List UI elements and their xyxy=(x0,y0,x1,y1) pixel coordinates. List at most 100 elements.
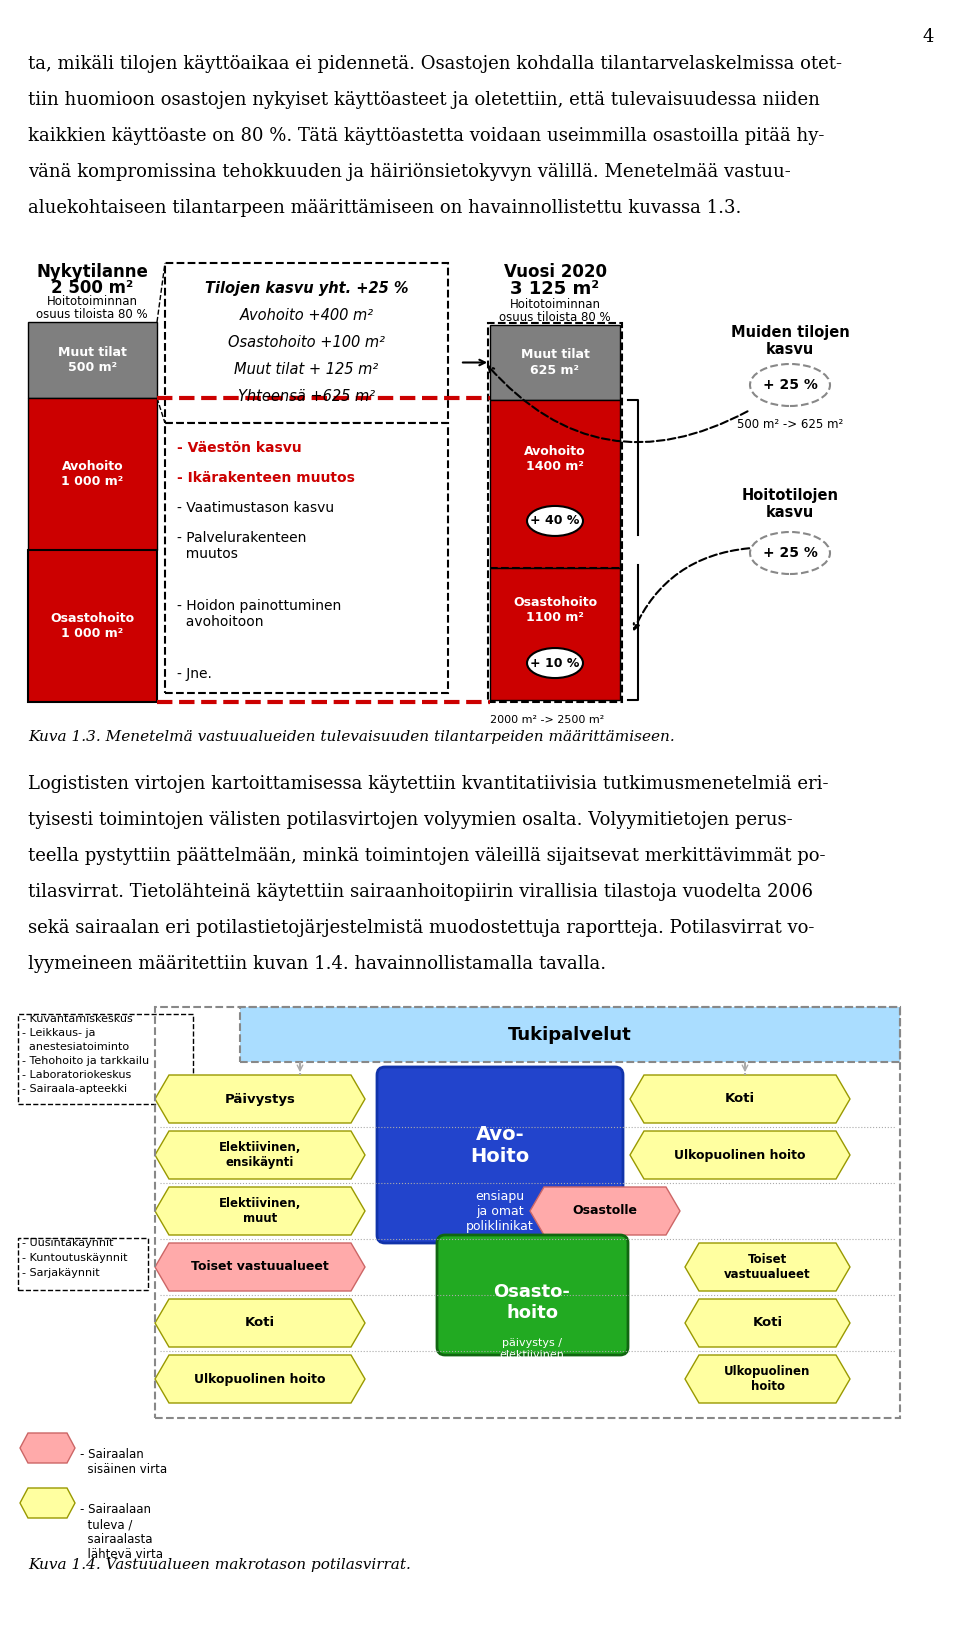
Polygon shape xyxy=(155,1298,365,1346)
Text: Ulkopuolinen hoito: Ulkopuolinen hoito xyxy=(194,1373,325,1386)
Ellipse shape xyxy=(750,532,830,573)
Text: Koti: Koti xyxy=(725,1092,756,1105)
Text: Logististen virtojen kartoittamisessa käytettiin kvantitatiivisia tutkimusmenete: Logististen virtojen kartoittamisessa kä… xyxy=(28,775,828,793)
Text: - Kuntoutuskäynnit: - Kuntoutuskäynnit xyxy=(22,1252,128,1264)
FancyBboxPatch shape xyxy=(18,1237,148,1290)
Polygon shape xyxy=(155,1188,365,1236)
Text: - Sarjakäynnit: - Sarjakäynnit xyxy=(22,1269,100,1279)
Text: - Kuvantamiskeskus: - Kuvantamiskeskus xyxy=(22,1014,132,1024)
Text: Muut tilat + 125 m²: Muut tilat + 125 m² xyxy=(234,362,378,377)
Polygon shape xyxy=(685,1242,850,1290)
Polygon shape xyxy=(630,1132,850,1180)
Text: Kuva 1.3. Menetelmä vastuualueiden tulevaisuuden tilantarpeiden määrittämiseen.: Kuva 1.3. Menetelmä vastuualueiden tulev… xyxy=(28,730,675,743)
Ellipse shape xyxy=(750,363,830,406)
Ellipse shape xyxy=(527,506,583,535)
Text: Hoitotilojen
kasvu: Hoitotilojen kasvu xyxy=(741,487,838,520)
Text: Osasto-
hoito: Osasto- hoito xyxy=(493,1284,570,1322)
Text: lyymeineen määritettiin kuvan 1.4. havainnollistamalla tavalla.: lyymeineen määritettiin kuvan 1.4. havai… xyxy=(28,955,606,973)
Text: Avohoito +400 m²: Avohoito +400 m² xyxy=(239,307,373,324)
FancyBboxPatch shape xyxy=(18,1014,193,1104)
Text: + 25 %: + 25 % xyxy=(762,547,817,560)
Text: kaikkien käyttöaste on 80 %. Tätä käyttöastetta voidaan useimmilla osastoilla pi: kaikkien käyttöaste on 80 %. Tätä käyttö… xyxy=(28,127,825,145)
Text: aluekohtaiseen tilantarpeen määrittämiseen on havainnollistettu kuvassa 1.3.: aluekohtaiseen tilantarpeen määrittämise… xyxy=(28,198,741,216)
Text: - Tehohoito ja tarkkailu: - Tehohoito ja tarkkailu xyxy=(22,1056,149,1066)
Text: Toiset vastuualueet: Toiset vastuualueet xyxy=(191,1260,329,1274)
Text: Osastohoito
1100 m²: Osastohoito 1100 m² xyxy=(513,596,597,624)
Text: Hoitotoiminnan: Hoitotoiminnan xyxy=(510,297,601,311)
Text: vänä kompromissina tehokkuuden ja häiriönsietokyvyn välillä. Menetelmää vastuu-: vänä kompromissina tehokkuuden ja häiriö… xyxy=(28,164,791,182)
Polygon shape xyxy=(630,1075,850,1123)
Text: Avohoito
1 000 m²: Avohoito 1 000 m² xyxy=(61,459,124,487)
FancyBboxPatch shape xyxy=(165,263,448,423)
Text: Päivystys: Päivystys xyxy=(225,1092,296,1105)
Bar xyxy=(28,322,157,398)
FancyBboxPatch shape xyxy=(437,1236,628,1355)
Text: Vuosi 2020: Vuosi 2020 xyxy=(503,263,607,281)
Text: Elektiivinen,
ensikäynti: Elektiivinen, ensikäynti xyxy=(219,1142,301,1170)
Text: 4: 4 xyxy=(923,28,934,46)
Text: päivystys /
elektiivinen: päivystys / elektiivinen xyxy=(499,1338,564,1360)
Text: ta, mikäli tilojen käyttöaikaa ei pidennetä. Osastojen kohdalla tilantarvelaskel: ta, mikäli tilojen käyttöaikaa ei pidenn… xyxy=(28,55,842,73)
Text: Yhteensä +625 m²: Yhteensä +625 m² xyxy=(238,388,375,405)
Text: Hoitotoiminnan: Hoitotoiminnan xyxy=(46,296,137,307)
Text: ensiapu
ja omat
poliklinikat: ensiapu ja omat poliklinikat xyxy=(467,1189,534,1232)
Text: - Jne.: - Jne. xyxy=(177,667,212,681)
Text: - Leikkaus- ja: - Leikkaus- ja xyxy=(22,1028,95,1037)
Text: + 25 %: + 25 % xyxy=(762,378,817,392)
Polygon shape xyxy=(685,1298,850,1346)
Text: Tilojen kasvu yht. +25 %: Tilojen kasvu yht. +25 % xyxy=(204,281,408,296)
Text: Osastohoito +100 m²: Osastohoito +100 m² xyxy=(228,335,385,350)
Text: - Vaatimustason kasvu: - Vaatimustason kasvu xyxy=(177,501,334,515)
Text: + 10 %: + 10 % xyxy=(530,656,580,669)
Text: Osastohoito
1 000 m²: Osastohoito 1 000 m² xyxy=(51,611,134,639)
Text: tiin huomioon osastojen nykyiset käyttöasteet ja oletettiin, että tulevaisuudess: tiin huomioon osastojen nykyiset käyttöa… xyxy=(28,91,820,109)
FancyBboxPatch shape xyxy=(165,423,448,692)
Polygon shape xyxy=(20,1432,75,1464)
Text: Ulkopuolinen hoito: Ulkopuolinen hoito xyxy=(674,1148,805,1161)
Polygon shape xyxy=(155,1132,365,1180)
Text: Osastolle: Osastolle xyxy=(572,1204,637,1218)
Polygon shape xyxy=(530,1188,680,1236)
FancyBboxPatch shape xyxy=(240,1008,900,1062)
Polygon shape xyxy=(155,1242,365,1290)
Polygon shape xyxy=(155,1075,365,1123)
Polygon shape xyxy=(685,1355,850,1403)
Text: - Sairaala-apteekki: - Sairaala-apteekki xyxy=(22,1084,127,1094)
Text: sekä sairaalan eri potilastietojärjestelmistä muodostettuja raportteja. Potilasv: sekä sairaalan eri potilastietojärjestel… xyxy=(28,919,814,937)
Bar xyxy=(28,550,157,702)
Text: Muut tilat
625 m²: Muut tilat 625 m² xyxy=(520,349,589,377)
Bar xyxy=(28,398,157,550)
Text: 2000 m² -> 2500 m²: 2000 m² -> 2500 m² xyxy=(490,715,604,725)
Text: Toiset
vastuualueet: Toiset vastuualueet xyxy=(724,1252,811,1280)
Text: Elektiivinen,
muut: Elektiivinen, muut xyxy=(219,1198,301,1226)
Text: Koti: Koti xyxy=(245,1317,276,1330)
Text: - Sairaalan
  sisäinen virta: - Sairaalan sisäinen virta xyxy=(80,1449,167,1475)
Text: - Ikärakenteen muutos: - Ikärakenteen muutos xyxy=(177,471,355,486)
Text: 2 500 m²: 2 500 m² xyxy=(51,279,133,297)
Text: Tukipalvelut: Tukipalvelut xyxy=(508,1026,632,1044)
Polygon shape xyxy=(20,1488,75,1518)
Text: - Laboratoriokeskus: - Laboratoriokeskus xyxy=(22,1070,132,1080)
Text: Avohoito
1400 m²: Avohoito 1400 m² xyxy=(524,444,586,472)
Polygon shape xyxy=(155,1355,365,1403)
Text: Kuva 1.4. Vastuualueen makrotason potilasvirrat.: Kuva 1.4. Vastuualueen makrotason potila… xyxy=(28,1558,411,1573)
Text: Nykytilanne: Nykytilanne xyxy=(36,263,148,281)
Text: Ulkopuolinen
hoito: Ulkopuolinen hoito xyxy=(724,1365,810,1393)
Ellipse shape xyxy=(527,648,583,677)
Text: teella pystyttiin päättelmään, minkä toimintojen väleillä sijaitsevat merkittävi: teella pystyttiin päättelmään, minkä toi… xyxy=(28,847,826,866)
Text: anestesiatoiminto: anestesiatoiminto xyxy=(22,1042,130,1052)
Text: 500 m² -> 625 m²: 500 m² -> 625 m² xyxy=(737,418,843,431)
Text: - Palvelurakenteen
  muutos: - Palvelurakenteen muutos xyxy=(177,530,306,562)
Bar xyxy=(490,325,620,400)
Text: tilasvirrat. Tietolähteinä käytettiin sairaanhoitopiirin virallisia tilastoja vu: tilasvirrat. Tietolähteinä käytettiin sa… xyxy=(28,884,813,900)
Text: osuus tiloista 80 %: osuus tiloista 80 % xyxy=(499,311,611,324)
Text: - Väestön kasvu: - Väestön kasvu xyxy=(177,441,301,454)
Text: Koti: Koti xyxy=(753,1317,782,1330)
Text: - Sairaalaan
  tuleva /
  sairaalasta
  lähtevä virta: - Sairaalaan tuleva / sairaalasta lähtev… xyxy=(80,1503,163,1561)
Text: Muiden tilojen
kasvu: Muiden tilojen kasvu xyxy=(731,325,850,357)
Text: Muut tilat
500 m²: Muut tilat 500 m² xyxy=(58,345,127,373)
Bar xyxy=(490,400,620,568)
Text: 3 125 m²: 3 125 m² xyxy=(511,279,600,297)
Text: osuus tiloista 80 %: osuus tiloista 80 % xyxy=(36,307,148,320)
Text: - Hoidon painottuminen
  avohoitoon: - Hoidon painottuminen avohoitoon xyxy=(177,600,341,629)
